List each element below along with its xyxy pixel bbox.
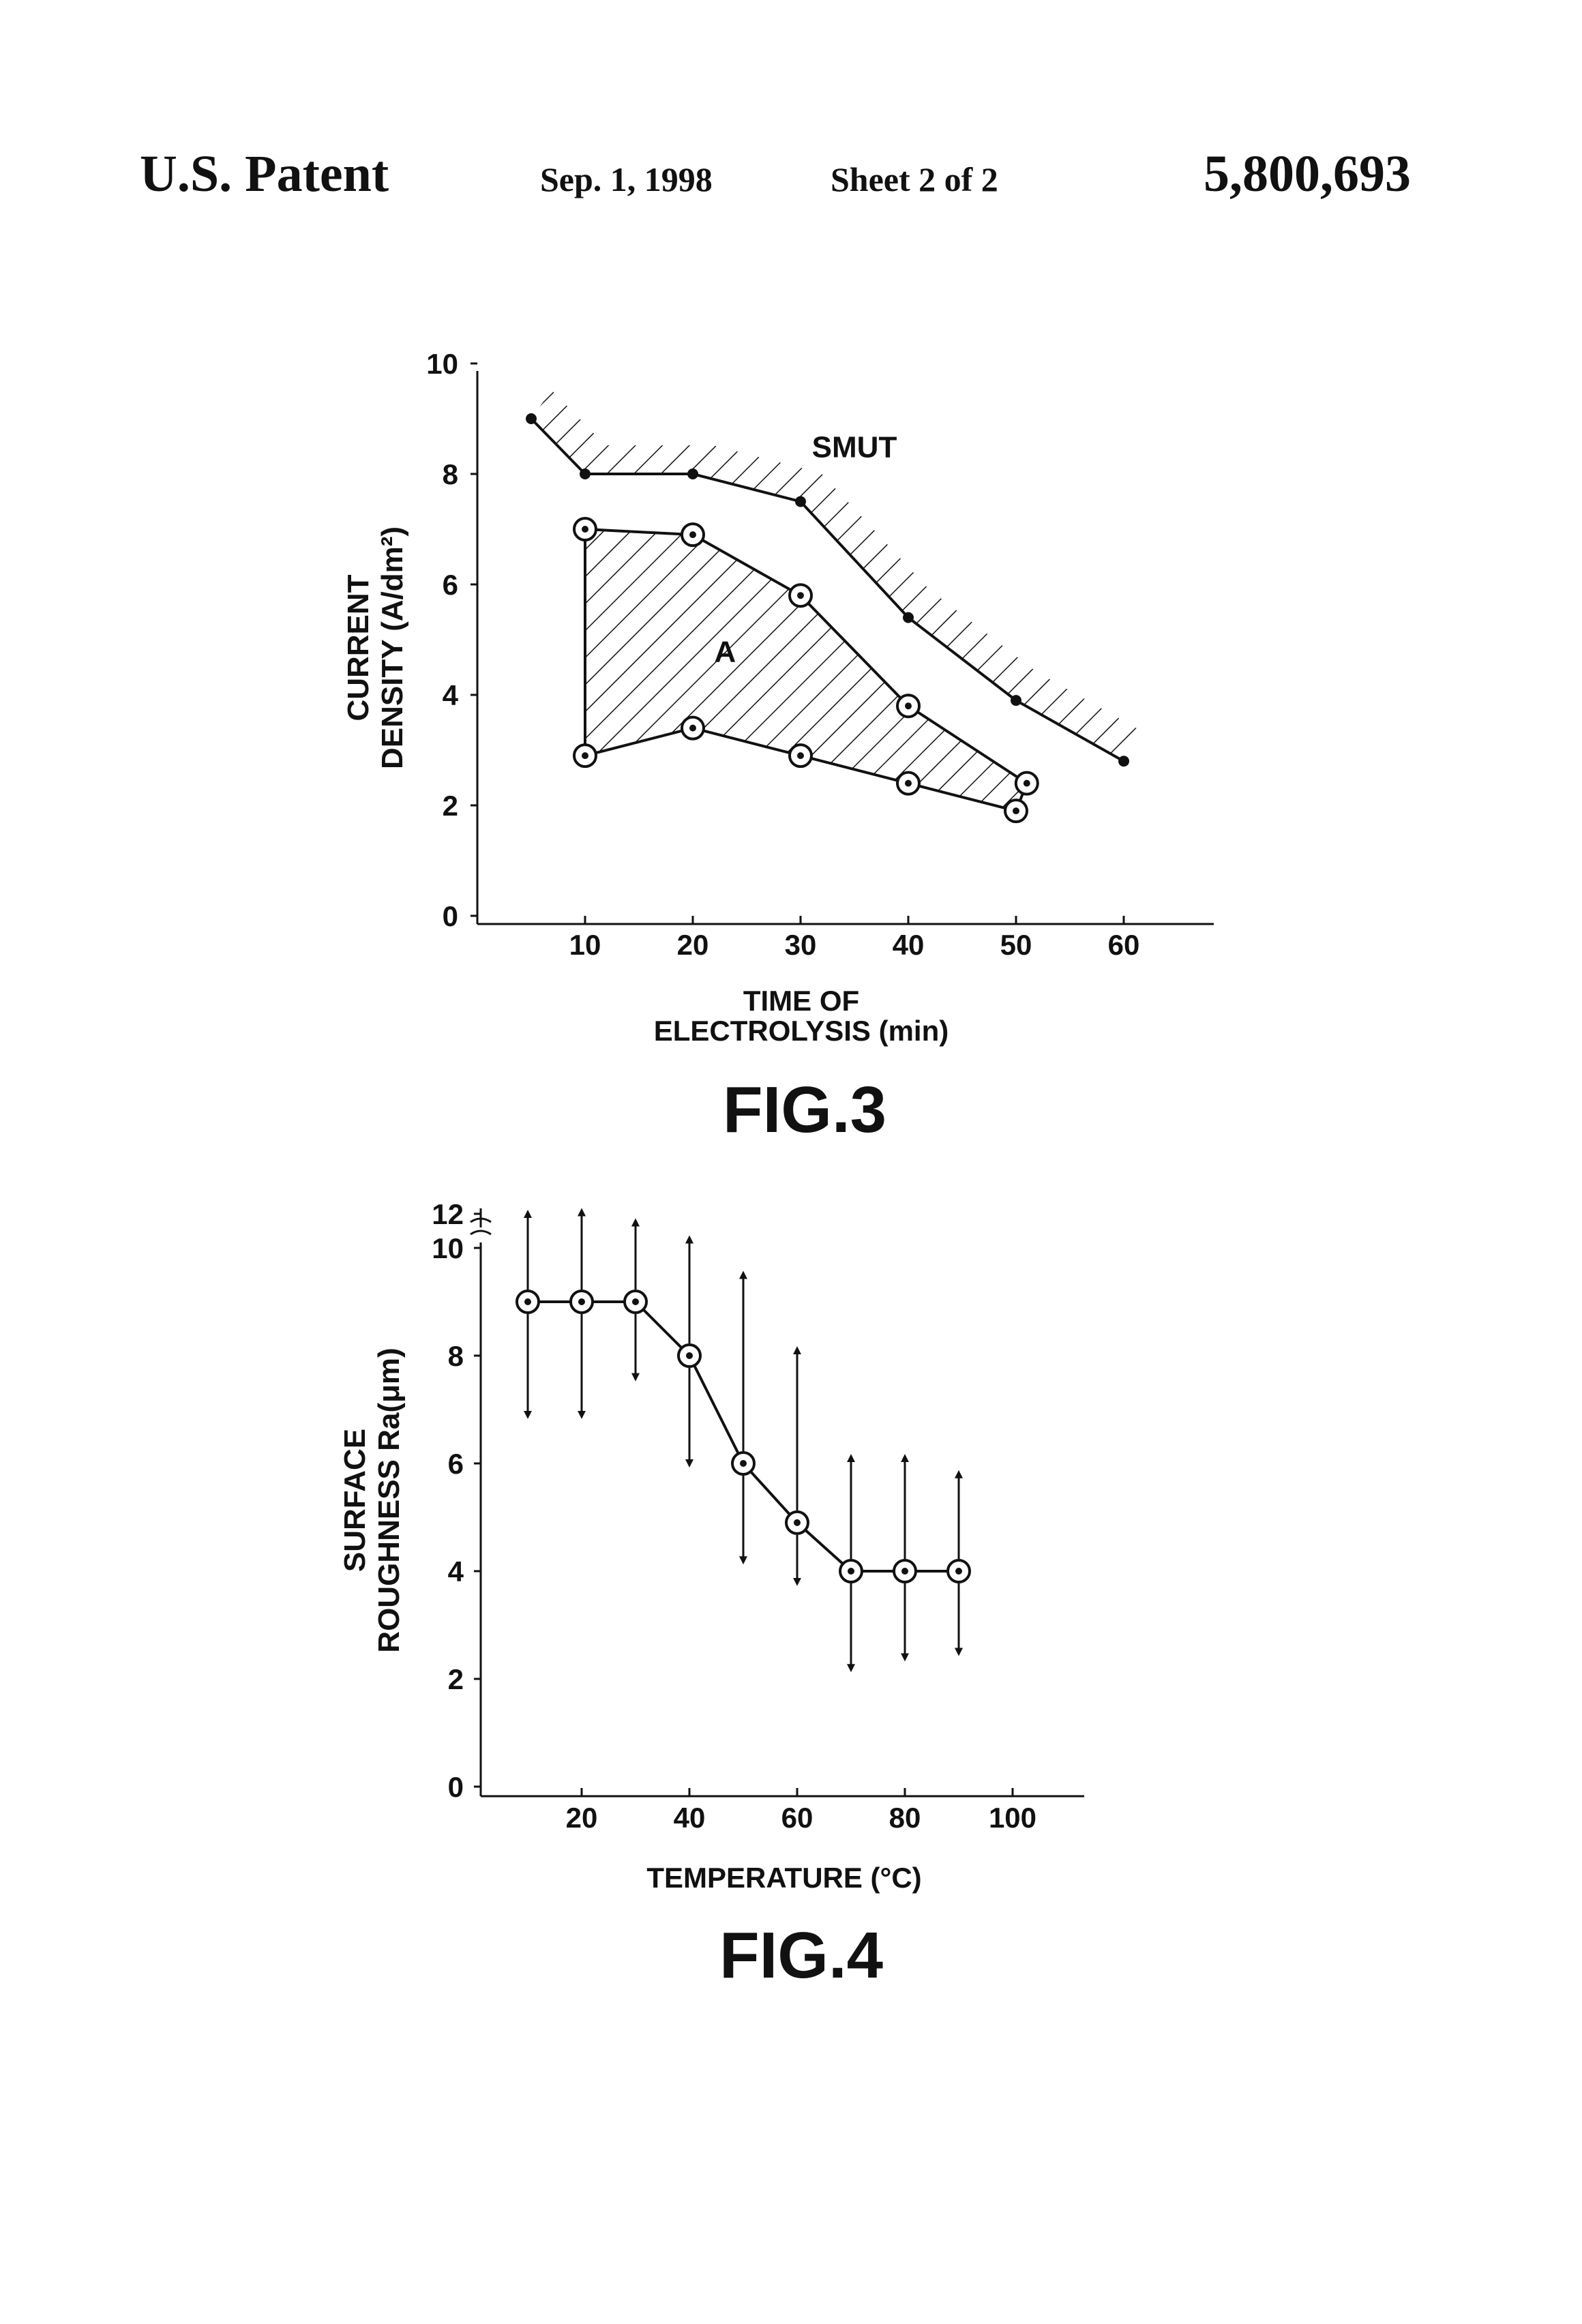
fig4-roughness-point xyxy=(731,1451,756,1476)
fig3-region-upper-point xyxy=(681,522,705,548)
fig3-chart: 0 2 4 6 8 10 10 20 30 40 50 60 SMUT A CURRENT DENSI… xyxy=(342,348,1214,1146)
fig3-smut-point xyxy=(1011,695,1021,706)
fig3-ylabel-line1: CURRENT xyxy=(342,574,375,721)
fig3-x-tick-label: 50 xyxy=(1000,929,1032,961)
fig3-region-upper-point xyxy=(573,517,597,541)
patent-number: 5,800,693 xyxy=(1204,145,1411,203)
fig4-roughness-point xyxy=(516,1290,540,1314)
fig3-region-lower-point xyxy=(573,743,597,769)
fig4-x-tick-label: 20 xyxy=(566,1802,598,1834)
fig4-y-tick-label: 2 xyxy=(448,1663,464,1695)
fig3-smut-label: SMUT xyxy=(812,431,897,464)
fig3-figure-label: FIG.3 xyxy=(723,1073,886,1146)
fig4-roughness-point xyxy=(785,1510,809,1535)
fig3-xlabel-line1: TIME OF xyxy=(743,985,859,1017)
fig3-smut-point xyxy=(1118,756,1129,767)
patent-date: Sep. 1, 1998 xyxy=(540,160,713,198)
fig3-smut-point xyxy=(580,468,591,479)
fig3-region-lower-point xyxy=(1004,799,1028,824)
fig3-xlabel-line2: ELECTROLYSIS (min) xyxy=(654,1015,949,1047)
fig4-y-tick-label: 10 xyxy=(432,1232,464,1264)
fig3-region-a xyxy=(584,527,1029,813)
fig3-region-upper-point xyxy=(1014,771,1039,796)
fig4-roughness-point xyxy=(677,1343,702,1368)
fig3-smut-point xyxy=(526,413,537,424)
fig4-roughness-point xyxy=(946,1559,971,1583)
fig4-ylabel-line2: ROUGHNESS Ra(μm) xyxy=(372,1347,406,1652)
sheet-number: Sheet 2 of 2 xyxy=(831,160,998,198)
fig3-region-upper-point xyxy=(896,694,921,719)
fig3-region-a-label: A xyxy=(715,635,736,668)
fig4-x-tick-label: 40 xyxy=(674,1802,706,1834)
fig3-ylabel-line2: DENSITY (A/dm²) xyxy=(376,526,409,769)
fig4-y-tick-label: 6 xyxy=(448,1448,464,1480)
fig3-region-lower-point xyxy=(681,715,705,741)
fig4-roughness-point xyxy=(893,1559,917,1583)
fig4-x-tick-label: 100 xyxy=(989,1802,1036,1834)
fig4-roughness-point xyxy=(839,1559,863,1583)
fig3-smut-point xyxy=(687,468,698,479)
fig3-y-tick-label: 6 xyxy=(443,569,458,601)
fig4-y-tick-label: 0 xyxy=(448,1771,464,1803)
fig3-x-tick-label: 30 xyxy=(785,929,817,961)
fig3-smut-hatch xyxy=(531,390,1144,762)
fig3-region-upper-point xyxy=(788,583,813,608)
fig3-y-tick-label: 2 xyxy=(443,790,458,822)
fig3-x-tick-label: 10 xyxy=(569,929,601,961)
fig4-roughness-point xyxy=(623,1290,648,1314)
fig3-region-lower-point xyxy=(896,771,921,796)
fig4-roughness-point xyxy=(569,1290,594,1314)
fig4-axis-break xyxy=(470,1217,492,1236)
fig3-smut-point xyxy=(795,496,806,507)
fig4-x-tick-label: 80 xyxy=(889,1802,921,1834)
fig3-y-tick-label: 10 xyxy=(426,348,458,380)
fig3-x-tick-label: 40 xyxy=(893,929,925,961)
fig4-y-tick-label: 12 xyxy=(432,1198,464,1230)
fig4-y-tick-label: 8 xyxy=(448,1340,464,1372)
fig3-y-tick-label: 8 xyxy=(443,458,458,490)
fig4-xlabel: TEMPERATURE (°C) xyxy=(646,1862,921,1894)
fig3-x-tick-label: 20 xyxy=(677,929,709,961)
fig3-region-lower-point xyxy=(788,743,813,769)
fig3-smut-point xyxy=(903,612,914,623)
fig3-x-tick-label: 60 xyxy=(1108,929,1140,961)
fig3-y-tick-label: 4 xyxy=(443,679,459,711)
fig4-x-tick-label: 60 xyxy=(781,1802,814,1834)
fig3-y-tick-label: 0 xyxy=(443,900,458,932)
fig4-figure-label: FIG.4 xyxy=(719,1919,883,1992)
patent-title: U.S. Patent xyxy=(140,145,389,203)
fig4-ylabel-line1: SURFACE xyxy=(338,1429,372,1572)
fig4-y-tick-label: 4 xyxy=(448,1555,464,1588)
